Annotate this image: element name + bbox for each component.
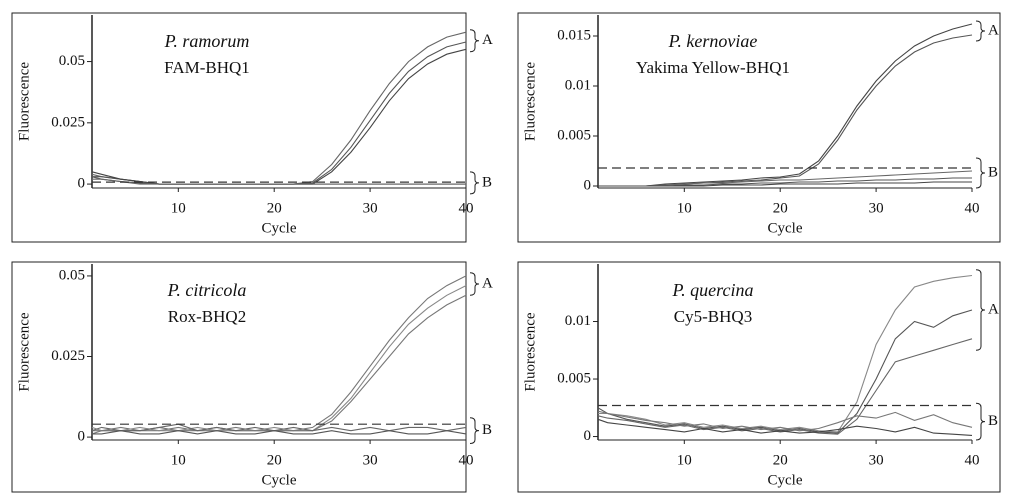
brace bbox=[469, 417, 480, 445]
panel-subtitle: Cy5-BHQ3 bbox=[674, 307, 752, 326]
y-tick-label: 0 bbox=[584, 428, 592, 444]
curve bbox=[597, 418, 973, 436]
y-tick-label: 0.005 bbox=[557, 370, 591, 386]
y-tick-label: 0.025 bbox=[51, 114, 85, 130]
y-tick-label: 0.025 bbox=[51, 348, 85, 364]
curve bbox=[91, 176, 466, 185]
x-axis-label: Cycle bbox=[768, 472, 803, 488]
brace bbox=[975, 402, 986, 441]
brace bbox=[975, 20, 986, 42]
curve bbox=[91, 423, 467, 432]
bracket-label: A bbox=[482, 32, 493, 48]
y-axis-label: Fluorescence bbox=[522, 312, 538, 391]
x-tick-label: 30 bbox=[363, 452, 378, 468]
panel-frame bbox=[517, 12, 1001, 243]
curve bbox=[597, 338, 973, 435]
bracket-label: A bbox=[482, 275, 493, 291]
x-tick-label: 40 bbox=[965, 200, 980, 216]
panel-title: P. quercina bbox=[672, 280, 754, 300]
curve bbox=[598, 274, 973, 433]
x-tick-label: 40 bbox=[459, 452, 474, 468]
x-tick-label: 30 bbox=[869, 452, 884, 468]
curve bbox=[598, 23, 973, 187]
curve bbox=[92, 178, 466, 185]
x-tick-label: 30 bbox=[869, 200, 884, 216]
panel-title: P. citricola bbox=[167, 280, 247, 300]
curve bbox=[598, 181, 972, 187]
panel-frame bbox=[11, 12, 467, 243]
x-tick-label: 20 bbox=[773, 452, 788, 468]
panel-subtitle: Rox-BHQ2 bbox=[168, 307, 246, 326]
x-tick-label: 20 bbox=[267, 200, 282, 216]
panel-frame bbox=[11, 261, 467, 493]
y-tick-label: 0 bbox=[584, 177, 592, 193]
x-tick-label: 20 bbox=[773, 200, 788, 216]
x-tick-label: 20 bbox=[267, 452, 282, 468]
panel-subtitle: Yakima Yellow-BHQ1 bbox=[636, 58, 790, 77]
y-axis-label: Fluorescence bbox=[16, 62, 32, 141]
y-tick-label: 0.01 bbox=[565, 313, 591, 329]
x-tick-label: 40 bbox=[965, 452, 980, 468]
panel-subtitle: FAM-BHQ1 bbox=[164, 58, 250, 77]
bracket-label: B bbox=[482, 174, 492, 190]
brace bbox=[469, 171, 480, 195]
y-tick-label: 0.015 bbox=[557, 27, 591, 43]
y-axis-label: Fluorescence bbox=[522, 62, 538, 141]
y-tick-label: 0.05 bbox=[59, 53, 85, 69]
x-axis-label: Cycle bbox=[262, 472, 297, 488]
x-tick-label: 10 bbox=[677, 452, 692, 468]
panel-title: P. ramorum bbox=[164, 31, 250, 51]
x-axis-label: Cycle bbox=[768, 220, 803, 236]
brace bbox=[975, 269, 986, 351]
curve bbox=[91, 48, 467, 185]
x-tick-label: 30 bbox=[363, 200, 378, 216]
y-tick-label: 0.01 bbox=[565, 77, 591, 93]
brace bbox=[469, 29, 480, 53]
curve bbox=[597, 309, 973, 434]
y-tick-label: 0 bbox=[78, 176, 86, 192]
brace bbox=[975, 157, 986, 189]
chart-panel: Fluorescence Cycle P. ramorum FAM-BHQ1 0 0.02… bbox=[11, 12, 493, 243]
bracket-label: B bbox=[988, 413, 998, 429]
bracket-label: A bbox=[988, 22, 999, 38]
chart-panel: Fluorescence Cycle P. citricola Rox-BHQ2 0 0.… bbox=[11, 261, 493, 493]
curve bbox=[597, 410, 973, 432]
chart-panel: Fluorescence Cycle P. quercina Cy5-BHQ3 0 0.0… bbox=[517, 261, 1001, 493]
curve bbox=[91, 285, 467, 432]
x-tick-label: 10 bbox=[677, 200, 692, 216]
x-tick-label: 10 bbox=[171, 200, 186, 216]
curve bbox=[91, 31, 467, 185]
y-tick-label: 0.005 bbox=[557, 127, 591, 143]
panel-title: P. kernoviae bbox=[668, 31, 758, 51]
curve bbox=[92, 430, 467, 435]
x-tick-label: 10 bbox=[171, 452, 186, 468]
curve bbox=[92, 275, 467, 432]
y-tick-label: 0.05 bbox=[59, 267, 85, 283]
curve bbox=[92, 41, 467, 185]
chart-panel: Fluorescence Cycle P. kernoviae Yakima Yell… bbox=[517, 12, 1001, 243]
y-axis-label: Fluorescence bbox=[16, 312, 32, 391]
panel-frame bbox=[517, 261, 1001, 493]
brace bbox=[469, 272, 480, 296]
bracket-label: A bbox=[988, 301, 999, 317]
x-axis-label: Cycle bbox=[262, 220, 297, 236]
y-tick-label: 0 bbox=[78, 429, 86, 445]
x-tick-label: 40 bbox=[459, 200, 474, 216]
bracket-label: B bbox=[482, 422, 492, 438]
bracket-label: B bbox=[988, 164, 998, 180]
